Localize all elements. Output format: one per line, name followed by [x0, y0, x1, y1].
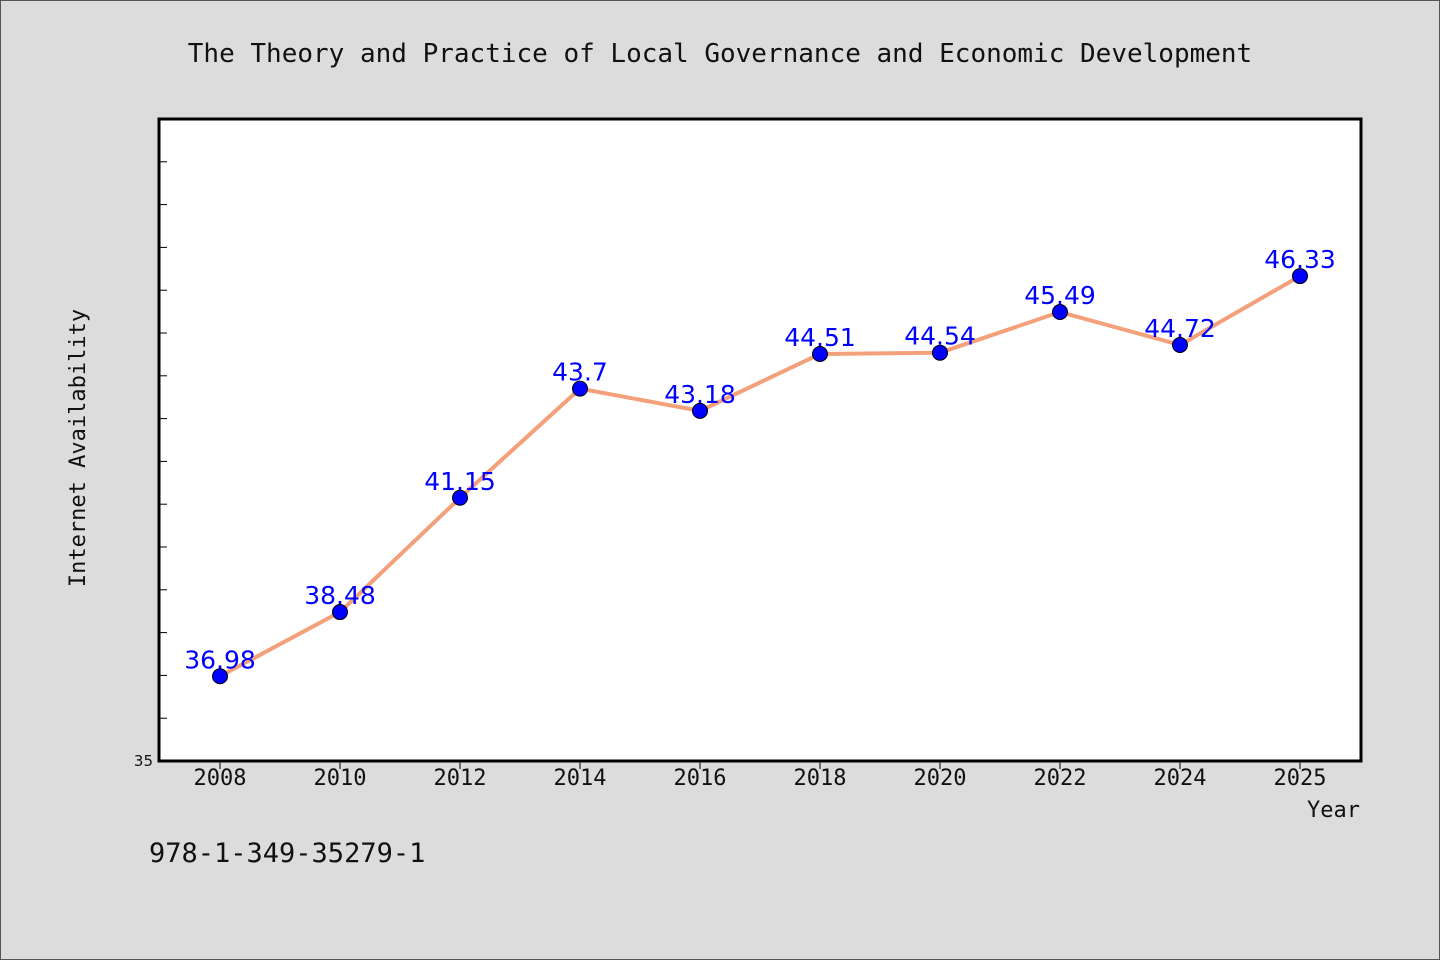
chart-title: The Theory and Practice of Local Governa… — [188, 39, 1252, 69]
x-tick-label: 2012 — [434, 766, 487, 791]
data-label: 36.98 — [184, 645, 256, 674]
data-label: 43.7 — [552, 358, 608, 387]
x-tick-label: 2020 — [914, 766, 967, 791]
data-label: 46.33 — [1264, 245, 1336, 274]
y-tick-label: 35 — [134, 752, 153, 770]
data-point — [692, 402, 708, 419]
data-point — [1172, 336, 1188, 353]
data-label: 44.51 — [784, 323, 856, 352]
y-axis-label: Internet Availability — [66, 309, 91, 587]
data-point — [572, 380, 588, 397]
data-label: 41.15 — [424, 467, 496, 496]
x-tick-label: 2016 — [674, 766, 727, 791]
x-tick-label: 2008 — [194, 766, 247, 791]
y-axis-ticks: 35 — [134, 161, 167, 770]
x-tick-label: 2024 — [1154, 766, 1207, 791]
data-label: 45.49 — [1024, 281, 1096, 310]
data-point — [452, 489, 468, 506]
data-label: 44.72 — [1144, 314, 1216, 343]
data-label: 38.48 — [304, 581, 376, 610]
data-point — [1292, 268, 1308, 285]
isbn-text: 978-1-349-35279-1 — [149, 838, 425, 869]
data-point — [332, 604, 348, 621]
data-label: 44.54 — [904, 322, 976, 351]
x-tick-label: 2018 — [794, 766, 847, 791]
plot-area — [157, 117, 1363, 763]
x-tick-label: 2010 — [314, 766, 367, 791]
x-axis-ticks: 2008 2010 2012 2014 2016 2018 2020 2022 2024 2025 — [194, 761, 1327, 791]
series-line-group: 36.98 38.48 41.15 43.7 43.18 44.51 44.54 45.49 4… — [184, 245, 1336, 685]
x-tick-label: 2014 — [554, 766, 607, 791]
series-line — [219, 274, 1301, 679]
data-point — [212, 668, 228, 685]
x-axis-label: Year — [1307, 798, 1360, 823]
data-point — [932, 344, 948, 361]
x-tick-label: 2022 — [1034, 766, 1087, 791]
data-point — [812, 345, 828, 362]
data-label: 43.18 — [664, 380, 736, 409]
x-tick-label: 2025 — [1274, 766, 1327, 791]
data-point — [1052, 304, 1068, 321]
